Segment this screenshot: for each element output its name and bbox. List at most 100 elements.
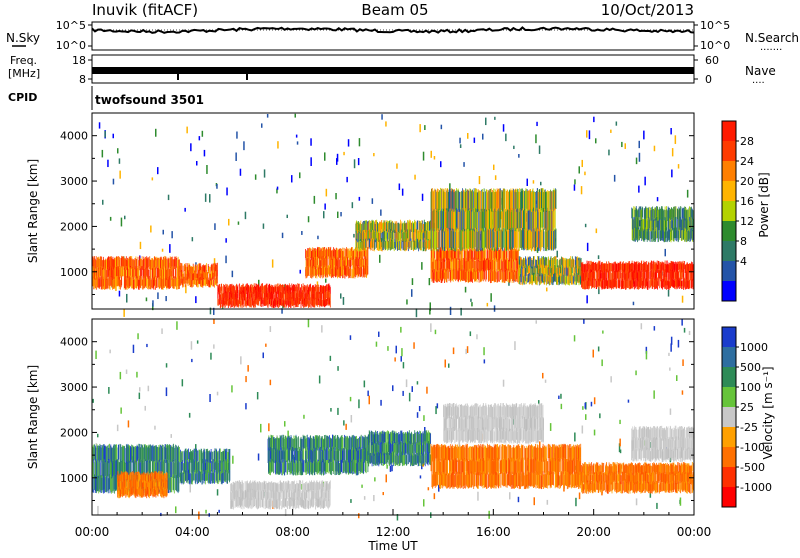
range-cell [444, 227, 446, 248]
range-cell [309, 293, 311, 300]
range-cell [380, 232, 382, 242]
range-cell [485, 249, 486, 261]
range-cell [509, 210, 511, 230]
noise-cell [262, 223, 265, 229]
noise-cell [586, 295, 588, 304]
range-cell [222, 293, 224, 300]
range-cell [120, 279, 121, 290]
range-cell [206, 263, 207, 270]
range-cell [275, 291, 277, 298]
range-cell [174, 259, 176, 269]
range-cell [620, 261, 622, 270]
range-cell [119, 268, 121, 278]
range-cell [498, 228, 500, 248]
range-cell [488, 249, 490, 260]
freq-label: Freq. [10, 54, 37, 67]
range-cell [361, 232, 363, 242]
range-cell [398, 240, 400, 250]
range-cell [440, 269, 442, 280]
range-cell [328, 290, 330, 298]
range-cell [554, 210, 556, 230]
range-cell [533, 256, 534, 265]
range-cell [525, 273, 526, 282]
range-cell [630, 272, 631, 281]
range-cell [317, 293, 319, 301]
noise-cell [236, 131, 238, 139]
noise-cell [638, 152, 641, 162]
range-cell [92, 256, 94, 267]
range-cell [95, 258, 97, 269]
range-cell [340, 266, 342, 276]
range-cell [310, 294, 312, 302]
range-cell [634, 217, 636, 228]
range-cell [456, 190, 458, 211]
noise-sky-trace [91, 26, 695, 34]
range-cell [451, 228, 453, 248]
range-cell [255, 293, 256, 301]
range-cell [156, 256, 158, 267]
range-cell [666, 268, 668, 278]
range-cell [178, 279, 180, 289]
range-cell [224, 286, 226, 294]
noise-cell [430, 150, 432, 158]
noise-cell [588, 130, 591, 140]
noise-cell [204, 193, 207, 202]
range-cell [133, 280, 135, 290]
range-cell [175, 266, 177, 276]
range-cell [530, 275, 532, 284]
range-cell [206, 277, 208, 285]
noise-cell [494, 116, 496, 120]
range-cell [465, 230, 467, 250]
range-cell [543, 231, 545, 252]
range-cell [475, 259, 477, 271]
range-cell [282, 293, 284, 300]
noise-cell [123, 308, 125, 317]
range-cell [498, 258, 500, 269]
range-cell [680, 279, 682, 289]
range-cell [512, 259, 513, 271]
range-cell [505, 259, 506, 270]
range-cell [471, 211, 473, 232]
range-cell [445, 192, 447, 212]
range-cell [435, 258, 437, 269]
range-cell [236, 300, 238, 308]
range-cell [490, 228, 491, 248]
range-cell [530, 210, 532, 231]
range-cell [482, 189, 483, 209]
noise-cell [500, 211, 502, 220]
range-cell [618, 279, 620, 289]
range-cell [408, 233, 409, 243]
noise-cell [671, 148, 674, 157]
range-cell [130, 265, 131, 276]
range-cell [95, 278, 97, 289]
range-cell [368, 221, 370, 231]
freq-unit-label: [MHz] [8, 67, 40, 80]
range-cell [369, 229, 371, 239]
range-cell [186, 266, 187, 274]
range-cell [196, 280, 198, 288]
noise-cell [424, 125, 426, 130]
range-cell [306, 299, 307, 307]
range-cell [451, 261, 453, 273]
range-cell [604, 280, 606, 289]
range-cell [326, 298, 328, 305]
range-cell [305, 260, 307, 270]
range-cell [472, 208, 474, 229]
range-cell [504, 189, 506, 210]
range-cell [317, 256, 319, 266]
noise-cell [324, 152, 326, 161]
range-cell [236, 286, 238, 294]
noise-cell [190, 143, 192, 152]
range-cell [561, 256, 562, 265]
range-cell [484, 230, 485, 250]
range-cell [318, 298, 320, 305]
range-cell [326, 291, 327, 298]
range-cell [360, 224, 362, 234]
range-cell [315, 292, 317, 300]
range-cell [357, 265, 358, 275]
range-cell [185, 276, 187, 284]
noise-cell [161, 248, 164, 252]
range-cell [426, 239, 428, 249]
range-cell [340, 248, 342, 258]
noise-cell [281, 232, 284, 239]
